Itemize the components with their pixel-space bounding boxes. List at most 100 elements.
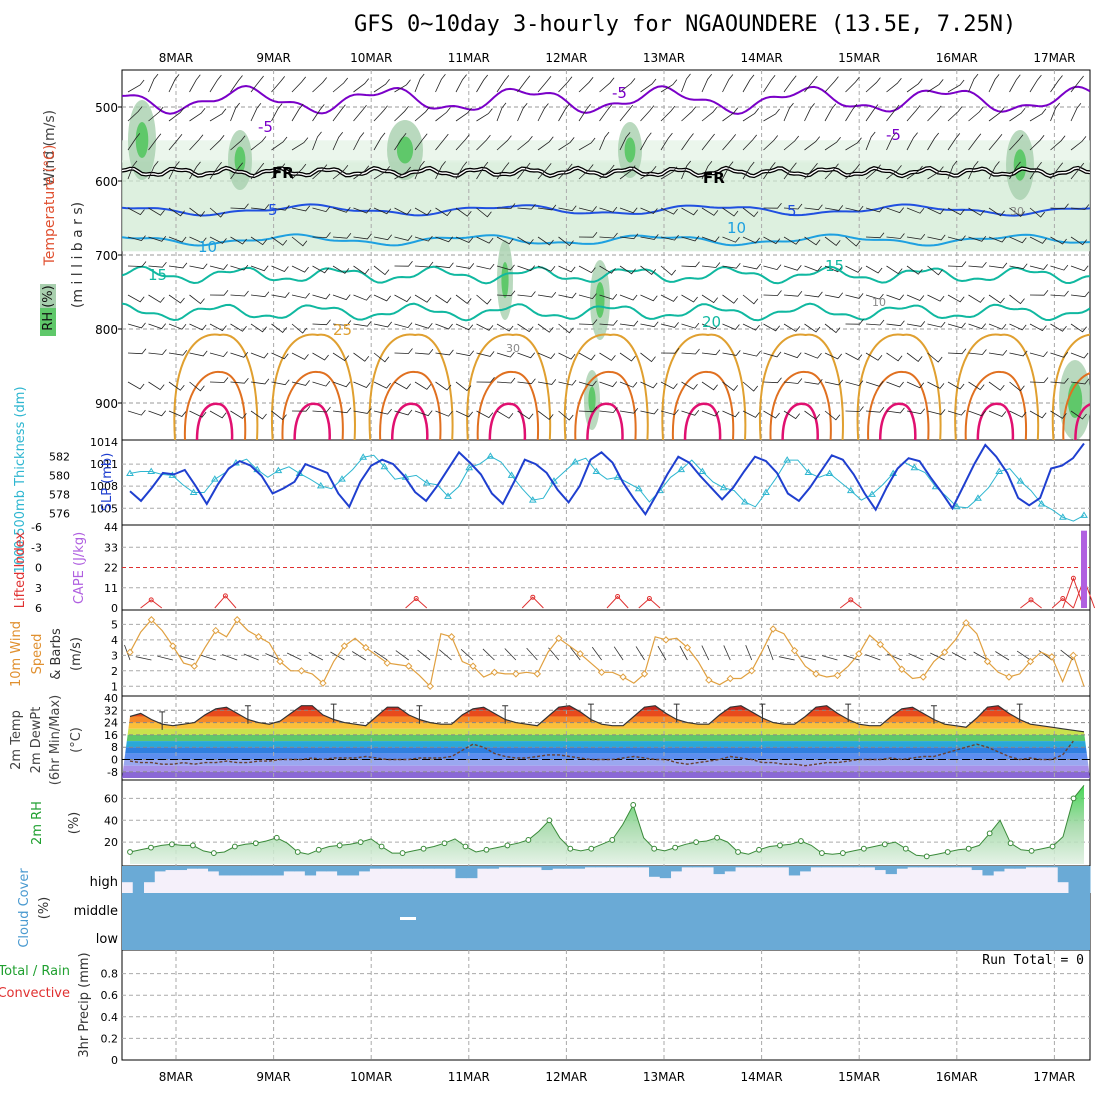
wind-barb (394, 260, 413, 267)
wind10m-point (790, 646, 799, 655)
wind10m-point (683, 643, 692, 652)
bottom-date-label: 17MAR (1033, 1070, 1075, 1084)
wind-barb (845, 318, 864, 325)
wind-barb (1029, 74, 1042, 93)
wind-barb (742, 263, 762, 270)
wind-barb (496, 135, 512, 151)
wind-barb (414, 261, 434, 268)
wind-barb (414, 207, 432, 216)
wind10m-point (276, 657, 284, 666)
wind-barb (332, 164, 349, 180)
wind-barb (927, 381, 945, 389)
wind10m-point (1069, 651, 1077, 660)
wind-barb (804, 163, 818, 180)
wind-barb (886, 207, 905, 214)
wind-barb (455, 263, 475, 269)
wind-barb (701, 73, 713, 93)
bottom-date-label: 10MAR (350, 1070, 392, 1084)
contour-label: 25 (333, 321, 352, 339)
temp-band (122, 753, 1090, 760)
thickness-point (571, 458, 580, 465)
wind-barb (619, 104, 634, 122)
wind-barb (947, 160, 958, 180)
wind-barb (968, 73, 979, 93)
isotherm-35 (683, 402, 722, 440)
wind-barb (168, 236, 187, 243)
slp-label: SLP (mb) (100, 453, 115, 512)
precip-tick-label: 0.4 (101, 1011, 119, 1024)
wind-barb (312, 380, 331, 387)
wind10m-barb (821, 655, 838, 661)
cloud-high-bar (208, 866, 220, 872)
wind-barb (476, 207, 492, 218)
cloud-high-bar (713, 866, 725, 875)
wind-barb (906, 294, 925, 301)
isotherm-30 (379, 370, 442, 440)
cloud-high-bar (939, 866, 951, 868)
wind-barb (455, 350, 475, 357)
wind-barb (230, 236, 247, 245)
wind-barb (435, 207, 452, 217)
li-spike (214, 595, 237, 609)
wind-barb (865, 77, 881, 93)
cloud-high-bar (337, 866, 349, 876)
wind10m-barb (178, 655, 195, 661)
cloud-high-bar (283, 866, 295, 872)
wind-barb (496, 102, 507, 122)
wind-barb (722, 350, 741, 356)
wind10m-barb (439, 649, 452, 661)
cloud-high-bar (229, 866, 241, 876)
wind-barb (701, 106, 718, 122)
rh2m-point (986, 830, 993, 837)
cloud-high-bar (1014, 866, 1026, 869)
rh2m-point (965, 845, 972, 852)
cloud-high-bar (294, 866, 306, 872)
wind-barb (722, 410, 740, 418)
wind10m-point (833, 671, 842, 680)
wind-barb (968, 106, 984, 122)
wind10m-barb (767, 644, 774, 661)
wind-barb (906, 352, 923, 362)
wind-barb (127, 79, 145, 93)
thickness-point (465, 463, 474, 471)
rh2m-point (881, 841, 888, 848)
wind10m-point (919, 673, 927, 681)
wind-barb (189, 161, 201, 180)
wind-barb (988, 207, 1005, 217)
isotherm-25 (758, 333, 844, 440)
rh2m-point (1028, 847, 1035, 854)
wind-barb (1009, 410, 1027, 418)
wind-barb (804, 291, 823, 298)
wind-barb (845, 103, 858, 122)
wind10m-barb (800, 655, 817, 661)
wind-barb (619, 381, 638, 388)
wind-tick-label: 1 (111, 680, 118, 693)
rh2m-point (693, 839, 700, 846)
wind-barb (271, 163, 286, 180)
wind-barb (968, 381, 985, 391)
li-point (1028, 597, 1034, 603)
rh-core (1013, 149, 1027, 181)
wind-barb (353, 352, 370, 362)
wind10m-title-label: 10m Wind (9, 621, 24, 687)
precip-tick-label: 0.2 (101, 1032, 119, 1045)
cloud-high-bar (885, 866, 897, 875)
wind-barb (824, 103, 837, 122)
thickness-point (1016, 477, 1025, 484)
top-date-label: 14MAR (741, 51, 783, 65)
rh2m-point (378, 843, 385, 850)
wind-barb (414, 381, 432, 390)
cloud-high-bar (616, 866, 629, 868)
upper-temperature-label: Temperature (°C) (42, 145, 58, 267)
bottom-date-label: 9MAR (256, 1070, 291, 1084)
wind-barb (250, 236, 268, 246)
wind-barb (537, 204, 557, 211)
li-spike (1020, 599, 1042, 609)
wind-barb (906, 265, 923, 275)
rh2m-point (315, 846, 322, 853)
cloud-high-bar (444, 866, 456, 869)
thickness-point (1037, 499, 1046, 507)
dewpoint-line (129, 740, 1074, 767)
thickness-point (486, 452, 495, 459)
wind-barb (681, 348, 700, 355)
